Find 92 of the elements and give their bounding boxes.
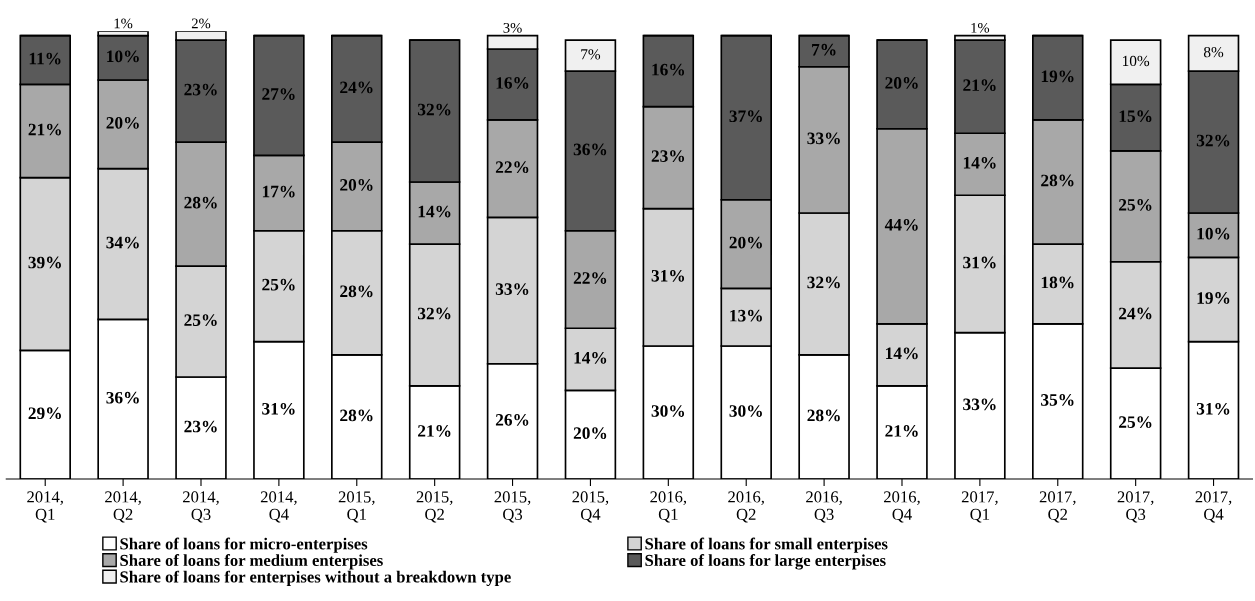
data-label: 21% [28,123,61,136]
x-tick-label: 2015, Q4 [572,491,609,523]
data-label: 20% [885,77,918,89]
data-label: 23% [651,150,685,162]
data-label: 23% [184,83,217,96]
data-label: 24% [340,81,373,94]
x-tick-label: 2015, Q3 [494,491,531,523]
legend-label: Share of loans for small enterpises [645,537,888,553]
data-label: 10% [107,50,139,63]
data-label: 27% [262,88,295,100]
data-label: 33% [495,283,529,295]
data-label: 22% [495,161,529,174]
data-label: 31% [1196,402,1230,415]
legend-label: Share of loans for medium enterpises [120,554,383,570]
x-tick-label: 2016, Q1 [650,491,687,523]
data-label: 20% [106,116,139,129]
data-label: 29% [28,407,61,420]
data-label: 32% [807,276,840,289]
data-label: 25% [1119,416,1152,428]
data-label: 23% [184,420,217,433]
data-label: 7% [812,43,836,56]
data-label: 26% [495,414,529,426]
data-label: 22% [573,272,607,284]
data-label: 25% [184,314,217,327]
data-label: 1% [971,22,990,33]
data-label: 36% [106,391,139,404]
data-label: 14% [886,347,918,360]
data-label: 24% [1119,307,1152,320]
data-label: 30% [651,405,685,417]
data-label: 10% [1197,227,1230,240]
data-label: 14% [418,205,451,218]
data-label: 16% [652,63,685,76]
data-label: 33% [807,132,840,145]
data-label: 19% [1041,70,1074,83]
data-label: 21% [885,425,918,437]
x-tick-label: 2014, Q2 [105,491,141,523]
x-tick-label: 2014, Q4 [260,491,297,523]
data-label: 28% [807,409,840,422]
data-label: 35% [1041,394,1074,406]
data-label: 19% [1197,292,1230,304]
data-label: 44% [884,218,918,231]
data-label: 2% [191,18,211,29]
data-label: 31% [262,402,295,415]
data-label: 20% [340,179,373,191]
data-label: 37% [729,110,762,123]
data-label: 11% [29,52,61,65]
data-label: 32% [1196,134,1230,147]
data-label: 20% [573,427,607,440]
x-tick-label: 2017, Q2 [1039,491,1076,523]
data-label: 13% [730,309,762,322]
data-label: 10% [1123,55,1150,67]
data-label: 16% [496,77,529,89]
data-label: 36% [573,143,607,156]
legend-label: Share of loans for micro-enterpises [120,537,368,553]
data-label: 33% [963,398,996,411]
x-tick-label: 2014, Q3 [182,491,219,523]
data-label: 25% [262,278,295,291]
data-label: 28% [184,196,217,209]
data-label: 28% [340,285,373,298]
data-label: 39% [28,256,61,269]
x-tick-label: 2016, Q4 [883,491,920,523]
data-label: 32% [417,103,451,116]
x-tick-label: 2017, Q4 [1195,491,1232,523]
data-label: 25% [1119,198,1152,211]
data-label: 7% [581,49,601,60]
data-label: 18% [1041,276,1074,289]
x-tick-label: 2015, Q1 [338,491,375,523]
legend-label: Share of loans for enterpises without a breakdown type [120,570,511,586]
x-tick-label: 2017, Q1 [961,491,998,523]
data-label: 34% [106,236,139,249]
data-label: 31% [963,256,996,269]
data-label: 28% [340,409,373,422]
data-label: 17% [262,185,295,198]
data-label: 15% [1119,110,1152,123]
data-label: 21% [963,79,996,92]
x-tick-label: 2014, Q1 [27,491,63,523]
data-label: 8% [1203,46,1224,58]
legend-label: Share of loans for large enterpises [645,554,886,570]
data-label: 28% [1041,174,1074,187]
data-label: 20% [729,236,762,249]
x-tick-label: 2016, Q2 [728,491,764,523]
data-label: 31% [651,269,685,282]
data-label: 1% [114,18,133,29]
data-label: 14% [574,351,607,364]
x-tick-label: 2015, Q2 [416,491,453,523]
x-tick-label: 2016, Q3 [806,491,842,523]
data-label: 14% [963,156,996,169]
data-label: 32% [417,307,451,320]
data-label: 30% [729,405,762,417]
x-tick-label: 2017, Q3 [1117,491,1154,523]
data-label: 21% [418,425,451,437]
data-label: 3% [503,22,522,33]
